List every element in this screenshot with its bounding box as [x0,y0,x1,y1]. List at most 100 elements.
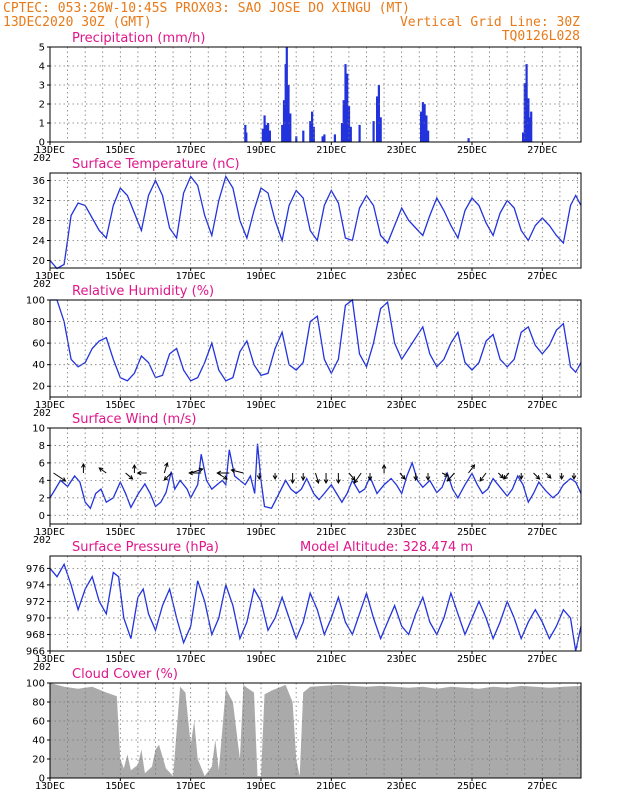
precip-bar [349,126,352,142]
x-tick-label: 23DEC [387,271,417,282]
x-tick-label: 23DEC [387,654,417,665]
wind-arrowhead [470,464,476,470]
panel-cloud: 0 20 40 60 80 100 13DEC 15DEC 17DEC 19DEC 21DEC 23D… [26,667,582,792]
wind-arrowhead [290,479,296,485]
x-year-label: 202 [33,408,51,419]
x-tick-label: 13DEC [35,781,65,792]
y-tick-label: 36 [32,176,45,187]
y-tick-label: 40 [32,736,45,747]
x-tick-label: 27DEC [527,400,557,411]
wind-arrowhead [367,476,373,482]
wind-arrow [190,468,203,474]
x-tick-label: 25DEC [457,145,487,156]
y-tick-label: 60 [32,339,45,350]
wind-arrow [503,472,510,480]
wind-arrow [441,472,449,477]
x-tick-label: 25DEC [457,654,487,665]
wind-arrowhead [571,475,577,481]
x-tick-label: 23DEC [387,145,417,156]
header: CPTEC: 053:26W-10:45S PROX03: SAO JOSE D… [3,1,580,44]
wind-arrowhead [188,470,193,476]
y-tick-label: 2 [39,100,45,111]
panel-title: Cloud Cover (%) [72,667,178,682]
wind-arrowhead [132,463,137,469]
y-tick-label: 0 [39,138,45,149]
wind-arrowhead [535,475,541,480]
wind-arrowhead [198,467,204,473]
wind-arrowhead [323,479,329,485]
x-tick-label: 21DEC [316,527,346,538]
precip-bar [340,123,344,142]
panel-title: Surface Temperature (nC) [72,157,240,172]
precip-bar [302,130,305,142]
y-tick-label: 972 [26,597,45,608]
wind-arrow [98,467,107,474]
x-tick-label: 17DEC [176,527,206,538]
x-tick-label: 21DEC [316,654,346,665]
x-tick-label: 17DEC [176,400,206,411]
header-run-date: 13DEC2020 30Z (GMT) [3,15,152,30]
x-tick-label: 27DEC [527,781,557,792]
temp-line [49,174,582,270]
precip-bar [372,121,375,142]
wind-arrow [231,469,244,474]
model-altitude-label: Model Altitude: 328.474 m [300,540,473,555]
y-tick-label: 100 [26,679,45,690]
wind-arrowhead [272,475,278,481]
wind-arrow [479,472,487,482]
precip-bar [261,128,264,142]
wind-arrowhead [381,463,387,469]
x-tick-label: 13DEC [35,527,65,538]
y-tick-label: 6 [39,458,45,469]
x-tick-label: 21DEC [316,781,346,792]
x-tick-label: 13DEC [35,271,65,282]
precip-bar [467,138,470,142]
x-tick-label: 19DEC [246,271,276,282]
wind-arrowhead [81,462,86,468]
wind-arrow [163,472,172,481]
wind-arrow [53,472,66,482]
wind-arrowhead [503,474,508,480]
precip-bar [321,136,324,142]
wind-arrow [348,472,356,481]
x-tick-label: 23DEC [387,400,417,411]
wind-arrowhead [230,468,236,474]
x-tick-label: 23DEC [387,527,417,538]
wind-arrowhead [98,467,104,472]
panel-precip: 0 1 2 3 4 5 13DEC 15DEC 17DEC 19DEC 21DEC 23DEC 25DE… [33,31,582,164]
y-tick-label: 32 [32,196,45,207]
precip-bar [525,64,528,142]
wind-arrowhead [128,475,134,480]
y-tick-label: 966 [26,647,45,658]
precip-bar [421,102,424,142]
rh-line [50,298,582,382]
wind-arrowhead [446,476,452,482]
precip-bar [282,100,286,142]
panel-title: Relative Humidity (%) [72,284,214,299]
wind-arrow [533,472,540,480]
precip-bar [265,124,268,142]
x-tick-label: 13DEC [35,145,65,156]
precip-bar [309,121,312,142]
precip-bar [344,64,347,142]
panel-frame [49,299,582,398]
wind-arrow [353,472,362,484]
y-tick-label: 4 [39,476,45,487]
precip-bar [323,134,326,142]
x-year-label: 202 [33,535,51,546]
x-tick-label: 27DEC [527,654,557,665]
precip-bar [281,124,284,142]
wind-arrow [399,472,406,480]
precip-bar [285,47,288,142]
x-tick-label: 17DEC [176,271,206,282]
cloud-cover-area [50,683,581,778]
wind-arrowhead [136,470,142,476]
panel-rh: 20 40 60 80 100 13DEC 15DEC 17DEC 19DEC 21DEC 23DE… [26,284,582,419]
y-tick-label: 10 [32,424,45,435]
wind-arrowhead [300,476,306,482]
y-tick-label: 24 [32,236,45,247]
y-tick-label: 28 [32,216,45,227]
x-tick-label: 13DEC [35,400,65,411]
y-tick-label: 3 [39,81,45,92]
